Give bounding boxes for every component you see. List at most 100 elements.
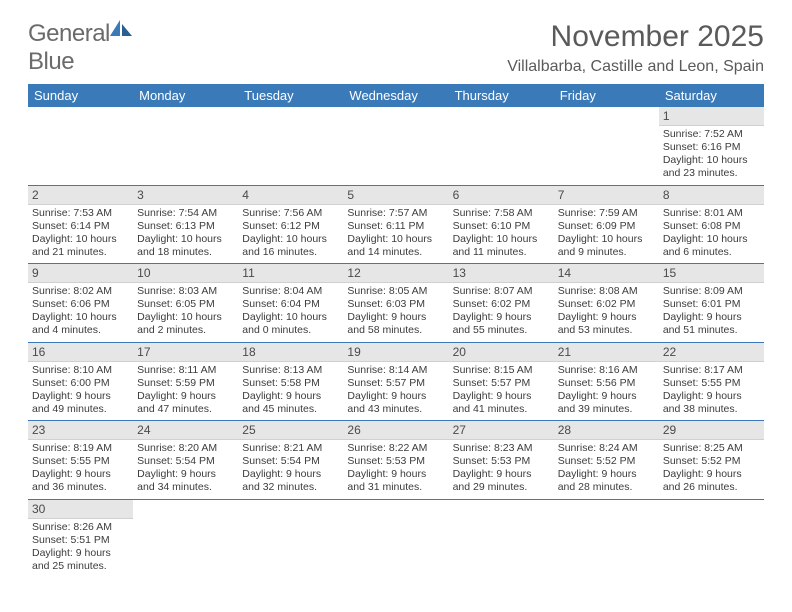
day-cell: 12Sunrise: 8:05 AMSunset: 6:03 PMDayligh… xyxy=(343,264,448,343)
sunrise: Sunrise: 8:01 AM xyxy=(663,207,760,220)
sunrise: Sunrise: 8:04 AM xyxy=(242,285,339,298)
daylight-line2: and 9 minutes. xyxy=(558,246,655,259)
day-content: Sunrise: 8:22 AMSunset: 5:53 PMDaylight:… xyxy=(343,440,448,497)
sunset: Sunset: 5:55 PM xyxy=(663,377,760,390)
day-cell: 26Sunrise: 8:22 AMSunset: 5:53 PMDayligh… xyxy=(343,421,448,500)
sunrise: Sunrise: 8:22 AM xyxy=(347,442,444,455)
day-content: Sunrise: 8:13 AMSunset: 5:58 PMDaylight:… xyxy=(238,362,343,419)
daylight-line2: and 34 minutes. xyxy=(137,481,234,494)
day-cell xyxy=(343,107,448,185)
sunset: Sunset: 5:55 PM xyxy=(32,455,129,468)
day-number: 18 xyxy=(238,343,343,362)
sunrise: Sunrise: 8:21 AM xyxy=(242,442,339,455)
sunset: Sunset: 5:59 PM xyxy=(137,377,234,390)
sunset: Sunset: 6:03 PM xyxy=(347,298,444,311)
sunrise: Sunrise: 8:20 AM xyxy=(137,442,234,455)
day-content: Sunrise: 8:20 AMSunset: 5:54 PMDaylight:… xyxy=(133,440,238,497)
day-content: Sunrise: 8:02 AMSunset: 6:06 PMDaylight:… xyxy=(28,283,133,340)
sunset: Sunset: 6:12 PM xyxy=(242,220,339,233)
day-content: Sunrise: 8:10 AMSunset: 6:00 PMDaylight:… xyxy=(28,362,133,419)
daylight-line2: and 6 minutes. xyxy=(663,246,760,259)
day-cell: 13Sunrise: 8:07 AMSunset: 6:02 PMDayligh… xyxy=(449,264,554,343)
sunset: Sunset: 6:04 PM xyxy=(242,298,339,311)
location: Villalbarba, Castille and Leon, Spain xyxy=(507,58,764,76)
daylight-line2: and 11 minutes. xyxy=(453,246,550,259)
sunset: Sunset: 6:02 PM xyxy=(558,298,655,311)
dow-header: Monday xyxy=(133,84,238,107)
daylight-line1: Daylight: 9 hours xyxy=(32,390,129,403)
daylight-line2: and 31 minutes. xyxy=(347,481,444,494)
day-cell: 4Sunrise: 7:56 AMSunset: 6:12 PMDaylight… xyxy=(238,185,343,264)
sunrise: Sunrise: 8:13 AM xyxy=(242,364,339,377)
sunset: Sunset: 6:11 PM xyxy=(347,220,444,233)
day-number: 7 xyxy=(554,186,659,205)
day-content: Sunrise: 8:17 AMSunset: 5:55 PMDaylight:… xyxy=(659,362,764,419)
sunrise: Sunrise: 7:57 AM xyxy=(347,207,444,220)
day-cell: 10Sunrise: 8:03 AMSunset: 6:05 PMDayligh… xyxy=(133,264,238,343)
sunset: Sunset: 6:16 PM xyxy=(663,141,760,154)
daylight-line2: and 4 minutes. xyxy=(32,324,129,337)
day-content: Sunrise: 8:25 AMSunset: 5:52 PMDaylight:… xyxy=(659,440,764,497)
daylight-line1: Daylight: 10 hours xyxy=(242,233,339,246)
sunset: Sunset: 6:14 PM xyxy=(32,220,129,233)
calendar-table: SundayMondayTuesdayWednesdayThursdayFrid… xyxy=(28,84,764,577)
daylight-line1: Daylight: 10 hours xyxy=(663,233,760,246)
daylight-line2: and 43 minutes. xyxy=(347,403,444,416)
sunrise: Sunrise: 7:54 AM xyxy=(137,207,234,220)
sunset: Sunset: 6:10 PM xyxy=(453,220,550,233)
day-cell: 17Sunrise: 8:11 AMSunset: 5:59 PMDayligh… xyxy=(133,342,238,421)
sunrise: Sunrise: 8:05 AM xyxy=(347,285,444,298)
daylight-line1: Daylight: 9 hours xyxy=(137,468,234,481)
sunrise: Sunrise: 8:10 AM xyxy=(32,364,129,377)
day-content: Sunrise: 7:54 AMSunset: 6:13 PMDaylight:… xyxy=(133,205,238,262)
logo-text-blue: Blue xyxy=(28,48,74,75)
day-content: Sunrise: 8:21 AMSunset: 5:54 PMDaylight:… xyxy=(238,440,343,497)
sunrise: Sunrise: 8:02 AM xyxy=(32,285,129,298)
daylight-line1: Daylight: 9 hours xyxy=(32,468,129,481)
day-cell: 16Sunrise: 8:10 AMSunset: 6:00 PMDayligh… xyxy=(28,342,133,421)
daylight-line1: Daylight: 9 hours xyxy=(32,547,129,560)
day-cell: 22Sunrise: 8:17 AMSunset: 5:55 PMDayligh… xyxy=(659,342,764,421)
day-content: Sunrise: 7:58 AMSunset: 6:10 PMDaylight:… xyxy=(449,205,554,262)
day-content: Sunrise: 8:15 AMSunset: 5:57 PMDaylight:… xyxy=(449,362,554,419)
day-number: 25 xyxy=(238,421,343,440)
sunrise: Sunrise: 7:58 AM xyxy=(453,207,550,220)
day-cell xyxy=(554,499,659,577)
daylight-line2: and 41 minutes. xyxy=(453,403,550,416)
sunset: Sunset: 5:53 PM xyxy=(453,455,550,468)
daylight-line2: and 58 minutes. xyxy=(347,324,444,337)
day-number: 29 xyxy=(659,421,764,440)
sunrise: Sunrise: 7:52 AM xyxy=(663,128,760,141)
day-content: Sunrise: 8:24 AMSunset: 5:52 PMDaylight:… xyxy=(554,440,659,497)
logo-sub: Blue xyxy=(28,48,74,76)
day-cell xyxy=(133,499,238,577)
day-number: 3 xyxy=(133,186,238,205)
sunset: Sunset: 5:56 PM xyxy=(558,377,655,390)
sunset: Sunset: 5:53 PM xyxy=(347,455,444,468)
daylight-line2: and 45 minutes. xyxy=(242,403,339,416)
day-cell xyxy=(28,107,133,185)
daylight-line2: and 39 minutes. xyxy=(558,403,655,416)
dow-header: Saturday xyxy=(659,84,764,107)
day-content: Sunrise: 7:52 AMSunset: 6:16 PMDaylight:… xyxy=(659,126,764,183)
day-number: 21 xyxy=(554,343,659,362)
day-cell xyxy=(238,499,343,577)
day-number: 1 xyxy=(659,107,764,126)
sunrise: Sunrise: 7:53 AM xyxy=(32,207,129,220)
sunrise: Sunrise: 8:17 AM xyxy=(663,364,760,377)
day-cell: 18Sunrise: 8:13 AMSunset: 5:58 PMDayligh… xyxy=(238,342,343,421)
day-content: Sunrise: 8:01 AMSunset: 6:08 PMDaylight:… xyxy=(659,205,764,262)
day-number: 14 xyxy=(554,264,659,283)
sunset: Sunset: 6:00 PM xyxy=(32,377,129,390)
sunrise: Sunrise: 8:16 AM xyxy=(558,364,655,377)
day-cell xyxy=(659,499,764,577)
daylight-line2: and 25 minutes. xyxy=(32,560,129,573)
day-cell: 2Sunrise: 7:53 AMSunset: 6:14 PMDaylight… xyxy=(28,185,133,264)
day-content: Sunrise: 7:56 AMSunset: 6:12 PMDaylight:… xyxy=(238,205,343,262)
daylight-line2: and 55 minutes. xyxy=(453,324,550,337)
sunset: Sunset: 6:06 PM xyxy=(32,298,129,311)
sunset: Sunset: 5:52 PM xyxy=(558,455,655,468)
day-cell xyxy=(449,499,554,577)
day-cell: 11Sunrise: 8:04 AMSunset: 6:04 PMDayligh… xyxy=(238,264,343,343)
daylight-line1: Daylight: 10 hours xyxy=(663,154,760,167)
